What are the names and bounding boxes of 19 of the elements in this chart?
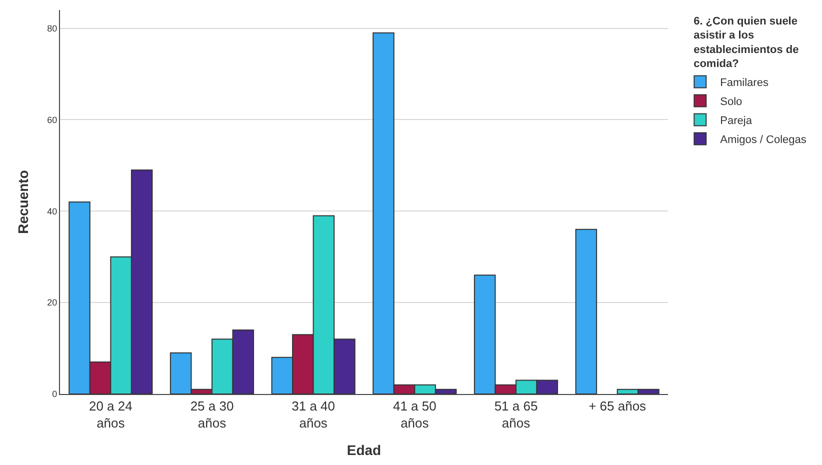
x-tick-label: 41 a 50 años	[392, 398, 436, 430]
y-tick-label: 20	[47, 298, 58, 308]
legend-label: Solo	[720, 96, 742, 108]
y-tick-label: 0	[52, 389, 58, 400]
x-tick-label: 31 a 40 años	[292, 398, 336, 430]
legend-label: Pareja	[720, 114, 753, 127]
legend-title: 6. ¿Con quien suele asistir a los establecimientos de comida?	[694, 15, 799, 70]
legend-label: Familares	[720, 76, 769, 89]
y-tick-label: 60	[47, 114, 58, 125]
x-tick-label: + 65 años	[588, 398, 647, 414]
x-tick-label: 51 a 65 años	[494, 398, 538, 430]
legend-label: Amigos / Colegas	[720, 134, 807, 146]
y-axis-title: Recuento	[14, 170, 31, 234]
x-tick-label: 25 a 30 años	[190, 398, 234, 430]
x-axis-title: Edad	[346, 442, 382, 458]
x-tick-label: 20 a 24 años	[88, 398, 132, 430]
y-tick-label: 40	[47, 206, 58, 216]
bar	[575, 228, 598, 394]
y-tick-label: 80	[47, 23, 58, 34]
